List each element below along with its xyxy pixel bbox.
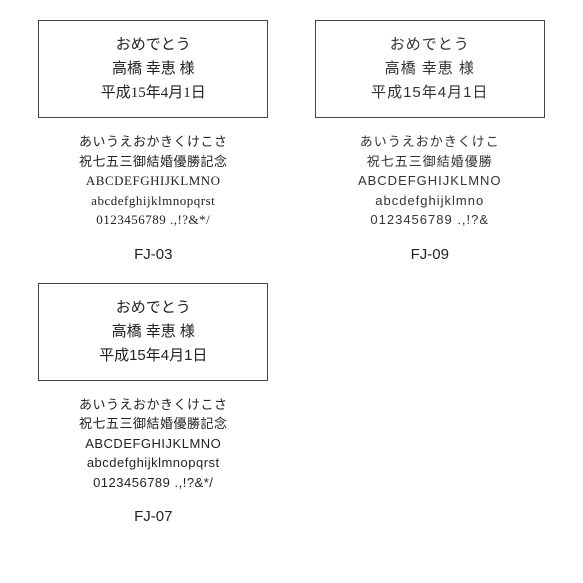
glyph-row: ABCDEFGHIJKLMNO — [79, 434, 228, 454]
sample-line-3: 平成15年4月1日 — [53, 81, 253, 105]
glyph-row: 0123456789 .,!?&*/ — [79, 210, 228, 230]
sample-line-1: おめでとう — [330, 33, 530, 57]
glyph-row: abcdefghijklmnopqrst — [79, 453, 228, 473]
glyph-row: 祝七五三御結婚優勝記念 — [79, 414, 228, 434]
font-code-label: FJ-09 — [411, 246, 449, 263]
sample-line-2: 高橋 幸恵 様 — [330, 57, 530, 81]
glyph-chart: あいうえおかきくけこ 祝七五三御結婚優勝 ABCDEFGHIJKLMNO abc… — [358, 132, 502, 230]
font-code-label: FJ-07 — [134, 508, 172, 525]
font-sample: おめでとう 高橋 幸恵 様 平成15年4月1日 あいうえおかきくけこさ 祝七五三… — [30, 283, 277, 526]
glyph-row: あいうえおかきくけこさ — [79, 395, 228, 415]
glyph-row: 祝七五三御結婚優勝 — [358, 152, 502, 172]
glyph-row: ABCDEFGHIJKLMNO — [79, 171, 228, 191]
glyph-row: abcdefghijklmno — [358, 191, 502, 211]
glyph-chart: あいうえおかきくけこさ 祝七五三御結婚優勝記念 ABCDEFGHIJKLMNO … — [79, 395, 228, 493]
sample-line-2: 高橋 幸恵 様 — [53, 57, 253, 81]
font-sample: おめでとう 高橋 幸恵 様 平成15年4月1日 あいうえおかきくけこさ 祝七五三… — [30, 20, 277, 263]
sample-line-1: おめでとう — [53, 296, 253, 320]
sample-line-3: 平成15年4月1日 — [330, 81, 530, 105]
sample-line-2: 高橋 幸恵 様 — [53, 320, 253, 344]
glyph-row: 0123456789 .,!?&*/ — [79, 473, 228, 493]
glyph-row: 祝七五三御結婚優勝記念 — [79, 152, 228, 172]
font-sample-grid: おめでとう 高橋 幸恵 様 平成15年4月1日 あいうえおかきくけこさ 祝七五三… — [30, 20, 553, 525]
glyph-chart: あいうえおかきくけこさ 祝七五三御結婚優勝記念 ABCDEFGHIJKLMNO … — [79, 132, 228, 230]
glyph-row: あいうえおかきくけこ — [358, 132, 502, 152]
glyph-row: abcdefghijklmnopqrst — [79, 191, 228, 211]
sample-line-3: 平成15年4月1日 — [53, 344, 253, 368]
glyph-row: あいうえおかきくけこさ — [79, 132, 228, 152]
glyph-row: ABCDEFGHIJKLMNO — [358, 171, 502, 191]
font-sample: おめでとう 高橋 幸恵 様 平成15年4月1日 あいうえおかきくけこ 祝七五三御… — [307, 20, 554, 263]
sample-text-box: おめでとう 高橋 幸恵 様 平成15年4月1日 — [38, 283, 268, 381]
sample-text-box: おめでとう 高橋 幸恵 様 平成15年4月1日 — [38, 20, 268, 118]
font-code-label: FJ-03 — [134, 246, 172, 263]
sample-line-1: おめでとう — [53, 33, 253, 57]
sample-text-box: おめでとう 高橋 幸恵 様 平成15年4月1日 — [315, 20, 545, 118]
glyph-row: 0123456789 .,!?& — [358, 210, 502, 230]
